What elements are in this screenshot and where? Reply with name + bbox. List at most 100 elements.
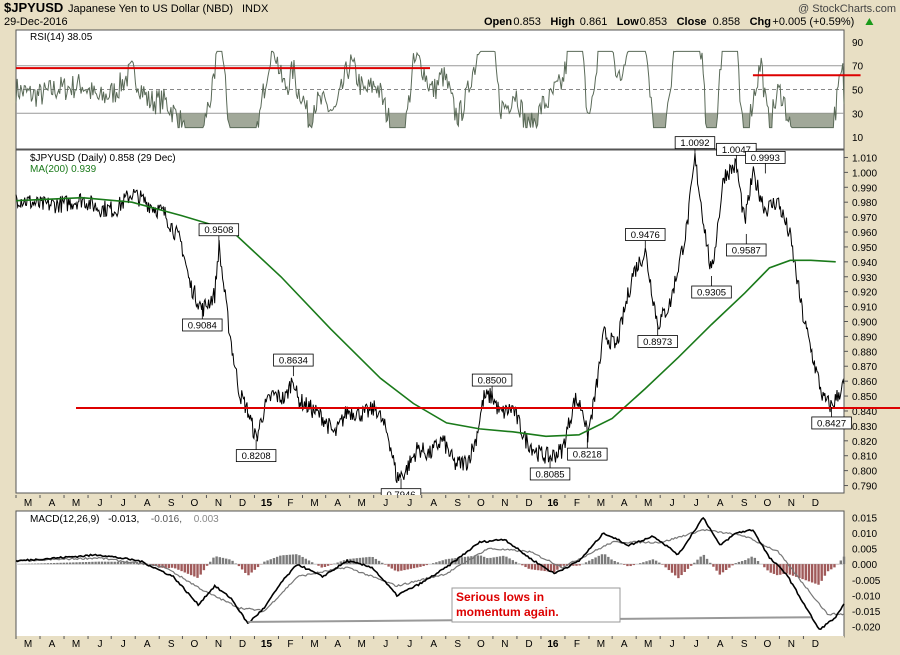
- x-tick-label: N: [788, 498, 795, 509]
- x-axis-band: [16, 495, 844, 510]
- x-tick-label: S: [741, 639, 748, 650]
- rsi-tick-label: 30: [852, 109, 864, 120]
- x-tick-label: A: [334, 498, 341, 509]
- quote-label: Open: [484, 16, 512, 28]
- macd-tick-label: 0.015: [852, 513, 877, 524]
- macd-tick-label: -0.005: [852, 576, 881, 587]
- macd-legend: MACD(12,26,9) -0.013, -0.016, 0.003: [30, 514, 219, 525]
- x-tick-label: J: [121, 639, 126, 650]
- x-tick-label: M: [597, 639, 605, 650]
- quote-label: Chg: [750, 16, 771, 28]
- x-tick-label: A: [717, 498, 724, 509]
- price-callout-box: [235, 449, 277, 463]
- price-callout-label: 0.9587: [732, 245, 761, 256]
- price-tick-label: 0.900: [852, 318, 877, 329]
- macd-tick-label: -0.010: [852, 591, 881, 602]
- x-tick-label: M: [358, 639, 366, 650]
- quote-label: Low: [617, 16, 639, 28]
- x-tick-label: M: [644, 639, 652, 650]
- price-line: [15, 153, 845, 483]
- price-callout-label: 0.8427: [817, 418, 846, 429]
- price-callout-box: [625, 228, 666, 241]
- price-callout-box: [198, 223, 240, 237]
- x-tick-label: J: [670, 498, 675, 509]
- rsi-layer: 10 30 50 70 90: [15, 38, 864, 144]
- quote-value: 0.861: [580, 16, 608, 28]
- x-tick-label: J: [383, 498, 388, 509]
- x-tick-label: M: [597, 498, 605, 509]
- price-callout-label: 0.8634: [279, 356, 308, 367]
- price-callout-box: [182, 318, 223, 332]
- symbol-title: $JPYUSD: [4, 0, 63, 15]
- x-tick-label: M: [72, 639, 80, 650]
- x-tick-label: M: [72, 498, 80, 509]
- price-tick-label: 0.990: [852, 183, 877, 194]
- price-callout-box: [745, 151, 786, 164]
- price-tick-label: 0.790: [852, 482, 877, 493]
- x-tick-label: 15: [261, 639, 273, 650]
- quote-label: High: [550, 16, 575, 28]
- quote-value: 0.853: [513, 16, 541, 28]
- price-callout-label: 1.0047: [722, 145, 751, 156]
- price-tick-label: 0.820: [852, 437, 877, 448]
- rsi-tick-label: 10: [852, 133, 864, 144]
- x-tick-label: F: [287, 639, 293, 650]
- x-tick-label: S: [168, 639, 175, 650]
- x-tick-label: D: [525, 639, 532, 650]
- x-tick-label: M: [358, 498, 366, 509]
- price-tick-label: 1.010: [852, 153, 877, 164]
- x-tick-label: O: [477, 498, 485, 509]
- x-tick-label: J: [98, 639, 103, 650]
- x-tick-label: J: [121, 498, 126, 509]
- macd-tick-label: 0.000: [852, 560, 877, 571]
- x-tick-label: J: [383, 639, 388, 650]
- x-tick-label: J: [670, 639, 675, 650]
- price-callout-box: [637, 335, 678, 348]
- price-callout-box: [726, 243, 767, 257]
- x-tick-label: F: [574, 639, 580, 650]
- rsi-legend: RSI(14) 38.05: [30, 32, 93, 43]
- x-tick-label: A: [144, 639, 151, 650]
- price-tick-label: 0.810: [852, 452, 877, 463]
- price-tick-label: 0.830: [852, 422, 877, 433]
- rsi-tick-label: 90: [852, 38, 864, 49]
- price-callout-box: [529, 467, 571, 481]
- price-callout-box: [674, 136, 716, 150]
- macd-panel: [15, 510, 845, 638]
- macd-line: [15, 516, 845, 631]
- exchange-label: INDX: [242, 3, 269, 15]
- x-tick-label: M: [644, 498, 652, 509]
- x-tick-label: D: [239, 498, 246, 509]
- x-tick-label: D: [812, 639, 819, 650]
- x-tick-label: M: [24, 498, 32, 509]
- price-callout-label: 0.9476: [631, 230, 660, 241]
- x-tick-label: M: [310, 498, 318, 509]
- price-callout-label: 0.8500: [478, 376, 507, 387]
- price-tick-label: 0.840: [852, 407, 877, 418]
- price-legend: $JPYUSD (Daily) 0.858 (29 Dec): [30, 153, 176, 164]
- x-tick-label: J: [98, 498, 103, 509]
- ma-legend: MA(200) 0.939: [30, 164, 97, 175]
- x-tick-label: D: [812, 498, 819, 509]
- x-tick-label: M: [24, 639, 32, 650]
- x-tick-label: A: [334, 639, 341, 650]
- price-callout-box: [273, 353, 314, 367]
- x-tick-label: A: [621, 639, 628, 650]
- rsi-tick-label: 50: [852, 86, 864, 97]
- price-callout-box: [691, 285, 732, 299]
- x-tick-label: J: [407, 498, 412, 509]
- price-tick-label: 0.940: [852, 258, 877, 269]
- x-tick-label: S: [454, 639, 461, 650]
- x-tick-label: N: [501, 498, 508, 509]
- copyright: @ StockCharts.com: [798, 3, 896, 15]
- macd-legend-label: MACD(12,26,9): [30, 514, 99, 525]
- macd-tick-label: -0.015: [852, 607, 881, 618]
- x-tick-label: O: [191, 639, 199, 650]
- x-tick-label: O: [191, 498, 199, 509]
- x-tick-label: O: [764, 639, 772, 650]
- annotation-line-1: Serious lows in: [456, 590, 544, 604]
- x-tick-label: D: [239, 639, 246, 650]
- price-x-axis: M A M J J A S O N D 15 F M A M J J A S O N D 16 F M A M J J A S O N D: [15, 495, 844, 510]
